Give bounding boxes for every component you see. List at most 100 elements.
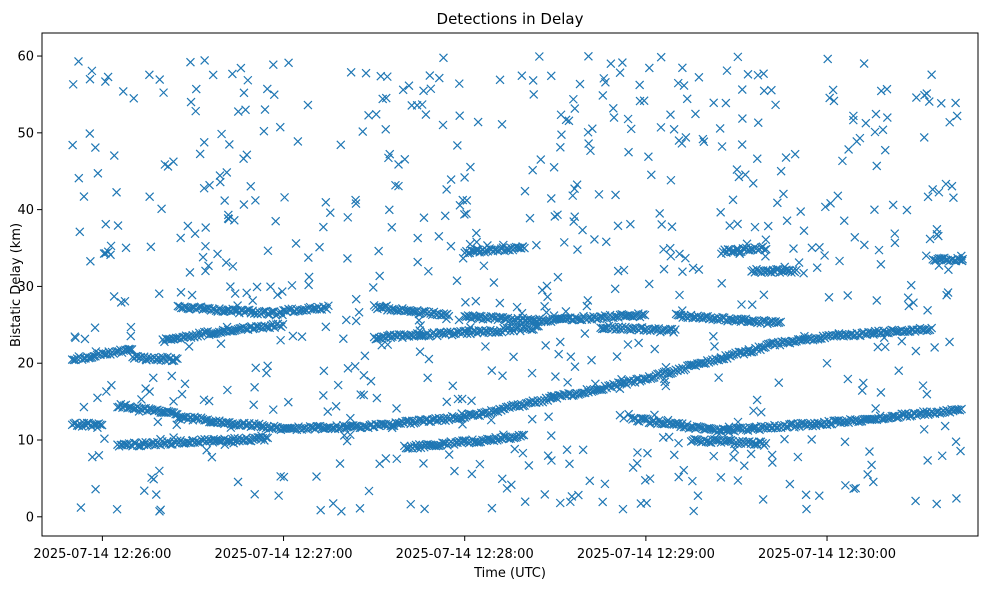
data-point [412, 100, 422, 110]
data-point [484, 434, 494, 444]
data-point [870, 127, 880, 137]
x-tick-label: 2025-07-14 12:28:00 [396, 547, 534, 562]
data-point [419, 459, 428, 468]
data-point [555, 337, 565, 347]
data-point [544, 412, 554, 422]
data-point [455, 200, 465, 210]
data-point [215, 171, 225, 180]
data-point [156, 505, 166, 515]
data-point [191, 84, 201, 94]
data-point [498, 240, 508, 250]
data-point [374, 246, 384, 256]
data-point [124, 345, 133, 355]
data-point [679, 465, 689, 475]
data-point [459, 209, 469, 219]
data-point [425, 71, 435, 80]
data-point [382, 301, 392, 311]
data-point [93, 168, 103, 178]
y-tick-label: 40 [17, 203, 34, 218]
data-point [199, 137, 209, 147]
data-point [780, 262, 790, 272]
data-point [134, 406, 144, 416]
data-point [857, 386, 867, 396]
data-point [462, 209, 471, 219]
data-point [882, 413, 892, 423]
data-point [517, 308, 527, 318]
data-point [251, 363, 261, 373]
data-point [394, 159, 403, 169]
data-point [902, 205, 912, 215]
data-point [617, 374, 626, 384]
y-tick-label: 0 [26, 510, 34, 525]
data-point [878, 125, 888, 135]
data-point [471, 228, 481, 238]
data-point [99, 349, 109, 359]
data-point [112, 187, 121, 197]
data-point [97, 420, 107, 430]
data-point [659, 264, 669, 274]
data-point [351, 195, 360, 205]
data-point [608, 103, 618, 113]
data-point [637, 310, 647, 320]
data-point [736, 314, 746, 324]
data-point [100, 77, 110, 86]
data-point [453, 394, 463, 404]
data-point [633, 448, 642, 457]
data-point [441, 314, 451, 324]
data-point [531, 240, 541, 250]
data-point [726, 247, 736, 257]
data-point [923, 305, 932, 315]
data-point [865, 329, 875, 338]
data-point [904, 301, 914, 311]
data-point [336, 506, 346, 516]
data-point [826, 198, 835, 208]
data-point [385, 149, 395, 159]
data-point [919, 132, 929, 142]
data-point [716, 353, 726, 362]
data-point [922, 89, 932, 98]
data-point [785, 420, 794, 429]
data-point [142, 355, 151, 365]
data-point [956, 446, 965, 456]
data-point [673, 78, 683, 88]
data-point [609, 113, 619, 123]
data-point [698, 134, 708, 144]
data-point [553, 272, 563, 282]
data-point [682, 94, 692, 104]
data-point [368, 283, 378, 292]
data-point [615, 68, 625, 78]
data-point [714, 373, 724, 383]
data-point [471, 296, 481, 306]
data-point [824, 292, 834, 302]
data-point [205, 180, 214, 190]
data-point [868, 477, 878, 487]
data-point [145, 387, 155, 396]
data-point [495, 298, 505, 308]
data-point [882, 84, 892, 94]
data-point [106, 241, 116, 251]
data-point [271, 216, 281, 226]
data-point [269, 90, 279, 100]
data-point [121, 243, 131, 253]
data-point [355, 503, 365, 513]
data-point [578, 445, 588, 455]
data-point [268, 405, 278, 415]
data-point [799, 226, 809, 236]
data-point [261, 322, 271, 332]
data-point [635, 96, 645, 106]
data-point [316, 505, 326, 515]
data-point [733, 476, 743, 485]
data-point [911, 93, 921, 103]
data-point [942, 290, 952, 300]
data-point [242, 288, 252, 298]
data-point [509, 433, 519, 443]
data-point [356, 390, 366, 399]
data-point [822, 358, 832, 368]
data-point [595, 312, 605, 322]
data-point [482, 241, 492, 250]
data-point [692, 421, 702, 431]
data-point [848, 115, 858, 125]
data-point [201, 304, 211, 314]
data-point [304, 272, 314, 282]
